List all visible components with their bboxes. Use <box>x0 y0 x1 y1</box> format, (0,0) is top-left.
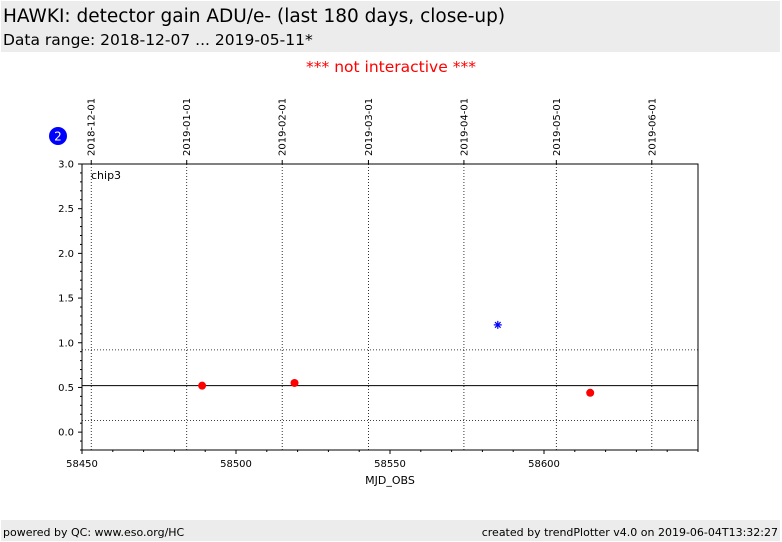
badge: 2 <box>49 127 67 145</box>
x-tick-label: 58500 <box>220 459 252 470</box>
top-tick-label: 2019-06-01 <box>647 98 658 156</box>
data-points <box>198 320 595 397</box>
badge-circle <box>49 127 67 145</box>
panel-label: chip3 <box>91 169 121 182</box>
top-tick-label: 2019-02-01 <box>278 98 289 156</box>
badge-number: 2 <box>54 130 62 144</box>
data-point <box>290 378 299 387</box>
not-interactive-notice: *** not interactive *** <box>306 58 476 76</box>
top-tick-label: 2019-03-01 <box>364 98 375 156</box>
data-point <box>198 381 207 390</box>
top-tick-label: 2019-05-01 <box>552 98 563 156</box>
y-tick-label: 2.0 <box>58 249 74 260</box>
page-subtitle: Data range: 2018-12-07 ... 2019-05-11* <box>3 31 313 49</box>
x-tick-label: 58600 <box>528 459 560 470</box>
y-tick-label: 3.0 <box>58 160 74 171</box>
outlier-point <box>493 320 502 329</box>
y-tick-label: 1.5 <box>58 294 74 305</box>
plot-grid <box>90 164 653 450</box>
y-tick-label: 0.0 <box>58 428 74 439</box>
footer-left-text: powered by QC: www.eso.org/HC <box>3 526 185 539</box>
header-panel <box>1 1 780 52</box>
y-tick-label: 1.0 <box>58 338 74 349</box>
data-point <box>586 388 595 397</box>
x-axis: 58450 58500 58550 58600 <box>66 450 699 470</box>
top-tick-label: 2019-01-01 <box>182 98 193 156</box>
x-tick-label: 58550 <box>374 459 406 470</box>
y-tick-label: 2.5 <box>58 204 74 215</box>
top-tick-label: 2018-12-01 <box>87 98 98 156</box>
x-tick-label: 58450 <box>66 459 98 470</box>
plot-lines <box>82 349 698 421</box>
footer-right-text: created by trendPlotter v4.0 on 2019-06-… <box>481 526 778 539</box>
top-tick-label: 2019-04-01 <box>459 98 470 156</box>
page-title: HAWKI: detector gain ADU/e- (last 180 da… <box>3 6 506 27</box>
x-axis-label: MJD_OBS <box>365 474 415 487</box>
y-axis: 0.0 0.5 1.0 1.5 2.0 2.5 3.0 <box>58 160 82 451</box>
footer-panel <box>1 520 780 541</box>
plot-frame <box>81 163 699 451</box>
y-tick-label: 0.5 <box>58 383 74 394</box>
top-axis: 2018-12-01 2019-01-01 2019-02-01 2019-03-01… <box>87 98 658 164</box>
